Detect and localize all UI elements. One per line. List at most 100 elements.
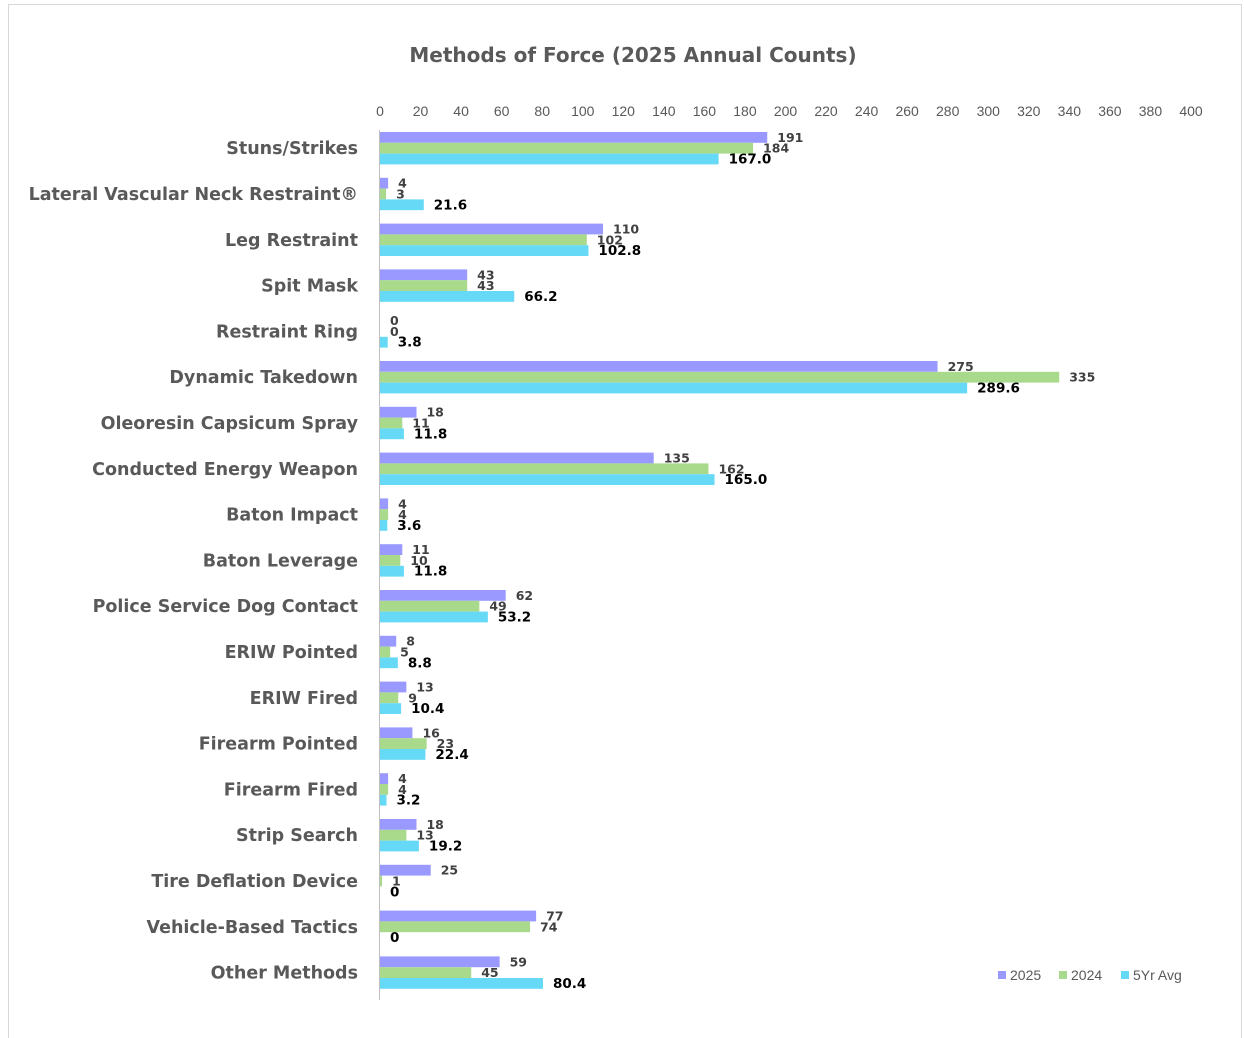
bar-2024 xyxy=(380,967,472,978)
data-label-5yr-avg: 102.8 xyxy=(598,243,641,259)
bar-2025 xyxy=(380,635,397,647)
category-label: Spit Mask xyxy=(261,277,358,297)
x-tick-label: 0 xyxy=(376,103,384,119)
category-labels: Stuns/Strikes Lateral Vascular Neck Restr… xyxy=(29,139,359,983)
data-label-2025: 0 xyxy=(390,313,399,328)
data-label-2025: 25 xyxy=(441,863,458,878)
category-label: Conducted Energy Weapon xyxy=(92,460,358,480)
bar-5yr-avg xyxy=(380,153,719,165)
bar-5yr-avg xyxy=(380,474,715,485)
data-label-2024: 3 xyxy=(396,187,405,202)
bar-5yr-avg xyxy=(380,794,387,806)
bar-2025 xyxy=(380,681,407,693)
data-label-2025: 4 xyxy=(398,176,407,191)
data-label-2025: 18 xyxy=(426,405,443,420)
category-label: ERIW Pointed xyxy=(225,643,358,663)
bars xyxy=(380,132,1060,989)
x-tick-label: 300 xyxy=(977,103,1001,119)
data-label-2024: 184 xyxy=(763,141,789,156)
bar-5yr-avg xyxy=(380,245,589,256)
data-label-2024: 9 xyxy=(408,690,417,705)
bar-2025 xyxy=(380,819,417,830)
bar-2024 xyxy=(380,692,399,704)
data-label-2024: 49 xyxy=(489,599,506,614)
bar-2024 xyxy=(380,417,403,429)
bar-5yr-avg xyxy=(380,978,544,989)
bar-2024 xyxy=(380,463,709,475)
bar-2025 xyxy=(380,406,417,418)
data-label-2025: 13 xyxy=(416,680,433,695)
bar-5yr-avg xyxy=(380,291,515,302)
data-label-5yr-avg: 66.2 xyxy=(524,289,557,305)
category-label: Tire Deflation Device xyxy=(151,872,358,892)
data-label-5yr-avg: 0 xyxy=(390,884,399,900)
category-label: ERIW Fired xyxy=(250,689,358,709)
bar-5yr-avg xyxy=(380,565,404,577)
x-tick-label: 40 xyxy=(453,103,469,119)
legend-item-5yr-avg-swatch xyxy=(1121,971,1129,979)
legend-item-2025-label: 2025 xyxy=(1010,967,1041,983)
bar-2024 xyxy=(380,555,401,566)
data-label-5yr-avg: 19.2 xyxy=(429,839,462,855)
category-label: Oleoresin Capsicum Spray xyxy=(101,414,359,434)
bar-2024 xyxy=(380,280,468,291)
chart-title: Methods of Force (2025 Annual Counts) xyxy=(409,43,856,67)
data-label-2024: 10 xyxy=(410,553,428,568)
data-label-2024: 102 xyxy=(597,232,623,247)
data-label-2025: 77 xyxy=(546,909,563,924)
bar-2024 xyxy=(380,738,427,749)
x-axis-ticks: 0 20 40 60 80 100 120 140 160 180 200 220 240 260 280 3… xyxy=(376,103,1203,119)
category-label: Lateral Vascular Neck Restraint® xyxy=(29,185,358,205)
category-label: Other Methods xyxy=(211,964,358,984)
data-label-5yr-avg: 11.8 xyxy=(414,564,447,580)
data-label-2024: 335 xyxy=(1069,370,1095,385)
category-label: Vehicle-Based Tactics xyxy=(147,918,359,938)
data-label-2025: 62 xyxy=(516,588,533,603)
bar-5yr-avg xyxy=(380,199,424,211)
bar-2025 xyxy=(380,177,389,189)
data-label-5yr-avg: 0 xyxy=(390,930,399,946)
x-tick-label: 160 xyxy=(693,103,717,119)
data-label-2024: 13 xyxy=(416,828,433,843)
chart-frame xyxy=(8,4,1242,1038)
x-tick-label: 100 xyxy=(571,103,595,119)
bar-2025 xyxy=(380,132,768,143)
x-tick-label: 260 xyxy=(895,103,919,119)
data-label-2025: 8 xyxy=(406,634,415,649)
data-label-5yr-avg: 11.8 xyxy=(414,426,447,442)
data-label-5yr-avg: 165.0 xyxy=(725,472,768,488)
x-tick-label: 380 xyxy=(1139,103,1163,119)
x-tick-label: 400 xyxy=(1179,103,1203,119)
legend-item-2024-label: 2024 xyxy=(1071,967,1102,983)
x-tick-label: 140 xyxy=(652,103,676,119)
x-tick-label: 240 xyxy=(855,103,879,119)
x-tick-label: 280 xyxy=(936,103,960,119)
data-label-5yr-avg: 80.4 xyxy=(553,976,586,992)
bar-5yr-avg xyxy=(380,657,398,669)
category-label: Strip Search xyxy=(236,826,358,846)
x-tick-label: 320 xyxy=(1017,103,1041,119)
x-tick-label: 60 xyxy=(494,103,510,119)
bar-2025 xyxy=(380,269,468,281)
category-label: Stuns/Strikes xyxy=(226,139,358,159)
data-label-2024: 0 xyxy=(390,324,399,339)
data-label-2025: 191 xyxy=(777,130,803,145)
data-label-5yr-avg: 10.4 xyxy=(411,701,444,717)
bar-2024 xyxy=(380,784,389,795)
data-label-2024: 45 xyxy=(481,965,498,980)
data-label-2024: 23 xyxy=(437,736,454,751)
bar-2024 xyxy=(380,921,531,933)
data-label-2025: 275 xyxy=(948,359,974,374)
data-label-5yr-avg: 3.2 xyxy=(396,793,420,809)
bar-5yr-avg xyxy=(380,611,488,623)
data-label-2025: 11 xyxy=(412,542,429,557)
category-label: Baton Leverage xyxy=(203,551,358,571)
data-label-2024: 5 xyxy=(400,645,409,660)
data-label-2024: 162 xyxy=(718,461,744,476)
legend: 2025 2024 5Yr Avg xyxy=(998,967,1182,983)
data-label-5yr-avg: 53.2 xyxy=(498,610,531,626)
bar-2025 xyxy=(380,727,413,739)
bar-2025 xyxy=(380,452,654,464)
bar-5yr-avg xyxy=(380,520,388,531)
data-label-2025: 110 xyxy=(613,222,639,237)
